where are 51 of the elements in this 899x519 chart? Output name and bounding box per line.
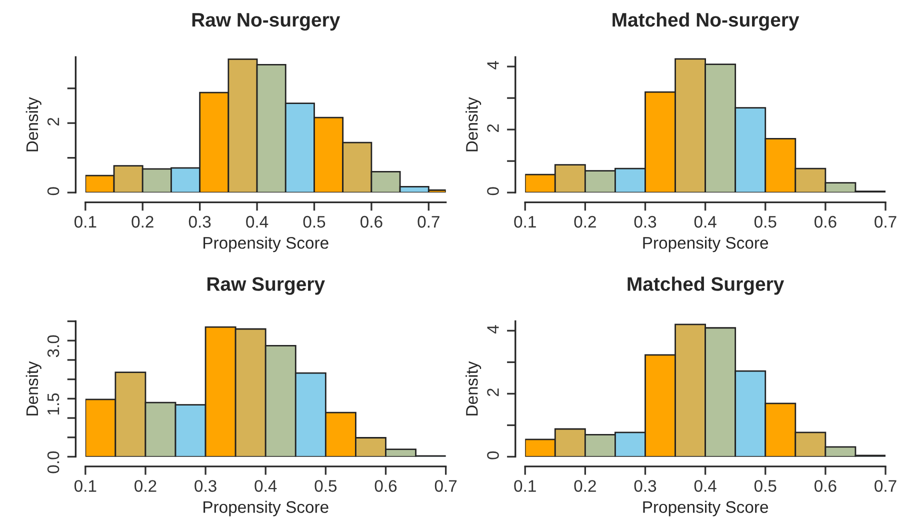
x-axis-title: Propensity Score (643, 500, 768, 516)
y-tick-label: 0.0 (47, 451, 60, 474)
y-tick-label: 2 (47, 118, 60, 126)
y-tick-label: 4 (487, 60, 499, 70)
x-axis-title: Propensity Score (643, 236, 768, 252)
chart-title: Matched Surgery (628, 276, 784, 295)
x-tick-label: 0.1 (74, 480, 96, 492)
chart-title: Matched No-surgery (612, 12, 800, 31)
x-tick-label: 0.3 (634, 480, 656, 492)
x-tick-label: 0.4 (246, 216, 268, 228)
y-axis-title: Density (466, 361, 482, 416)
y-tick-label: 0 (47, 187, 60, 196)
x-tick-label: 0.6 (374, 480, 397, 492)
x-tick-label: 0.5 (303, 216, 326, 228)
x-tick-label: 0.5 (754, 480, 776, 492)
x-tick-label: 0.7 (434, 480, 457, 492)
y-tick-label: 1.5 (48, 393, 60, 415)
x-tick-label: 0.3 (188, 216, 211, 228)
x-tick-label: 0.1 (514, 216, 536, 228)
y-tick-label: 2 (487, 388, 499, 396)
x-tick-label: 0.5 (754, 216, 776, 228)
x-tick-label: 0.7 (874, 480, 896, 492)
x-tick-label: 0.6 (814, 216, 836, 228)
x-tick-label: 0.1 (514, 480, 536, 492)
x-tick-label: 0.3 (634, 216, 656, 228)
y-axis-title: Density (466, 97, 482, 152)
x-axis-title: Propensity Score (204, 236, 328, 252)
x-tick-label: 0.4 (694, 216, 716, 228)
y-axis-title: Density (26, 361, 42, 416)
x-tick-label: 0.5 (314, 480, 337, 492)
chart-title: Raw Surgery (207, 277, 325, 295)
x-tick-label: 0.2 (574, 480, 596, 492)
x-tick-label: 0.2 (574, 216, 596, 228)
y-tick-label: 4 (487, 325, 499, 334)
x-tick-label: 0.7 (874, 216, 896, 228)
x-tick-label: 0.1 (74, 216, 96, 228)
x-tick-label: 0.2 (132, 216, 154, 228)
y-tick-label: 2 (487, 124, 499, 132)
x-axis-title: Propensity Score (204, 500, 328, 516)
x-tick-label: 0.7 (418, 216, 440, 228)
x-tick-label: 0.4 (694, 480, 716, 492)
x-tick-label: 0.6 (814, 480, 836, 492)
y-axis-title: Density (26, 97, 42, 152)
x-tick-label: 0.4 (254, 480, 277, 492)
x-tick-label: 0.2 (134, 480, 156, 492)
chart-title: Raw No-surgery (192, 13, 340, 31)
y-tick-label: 3.0 (47, 335, 60, 358)
x-tick-label: 0.3 (194, 480, 216, 492)
y-tick-label: 0 (487, 187, 499, 196)
x-tick-label: 0.6 (360, 216, 382, 228)
y-tick-label: 0 (487, 451, 499, 460)
